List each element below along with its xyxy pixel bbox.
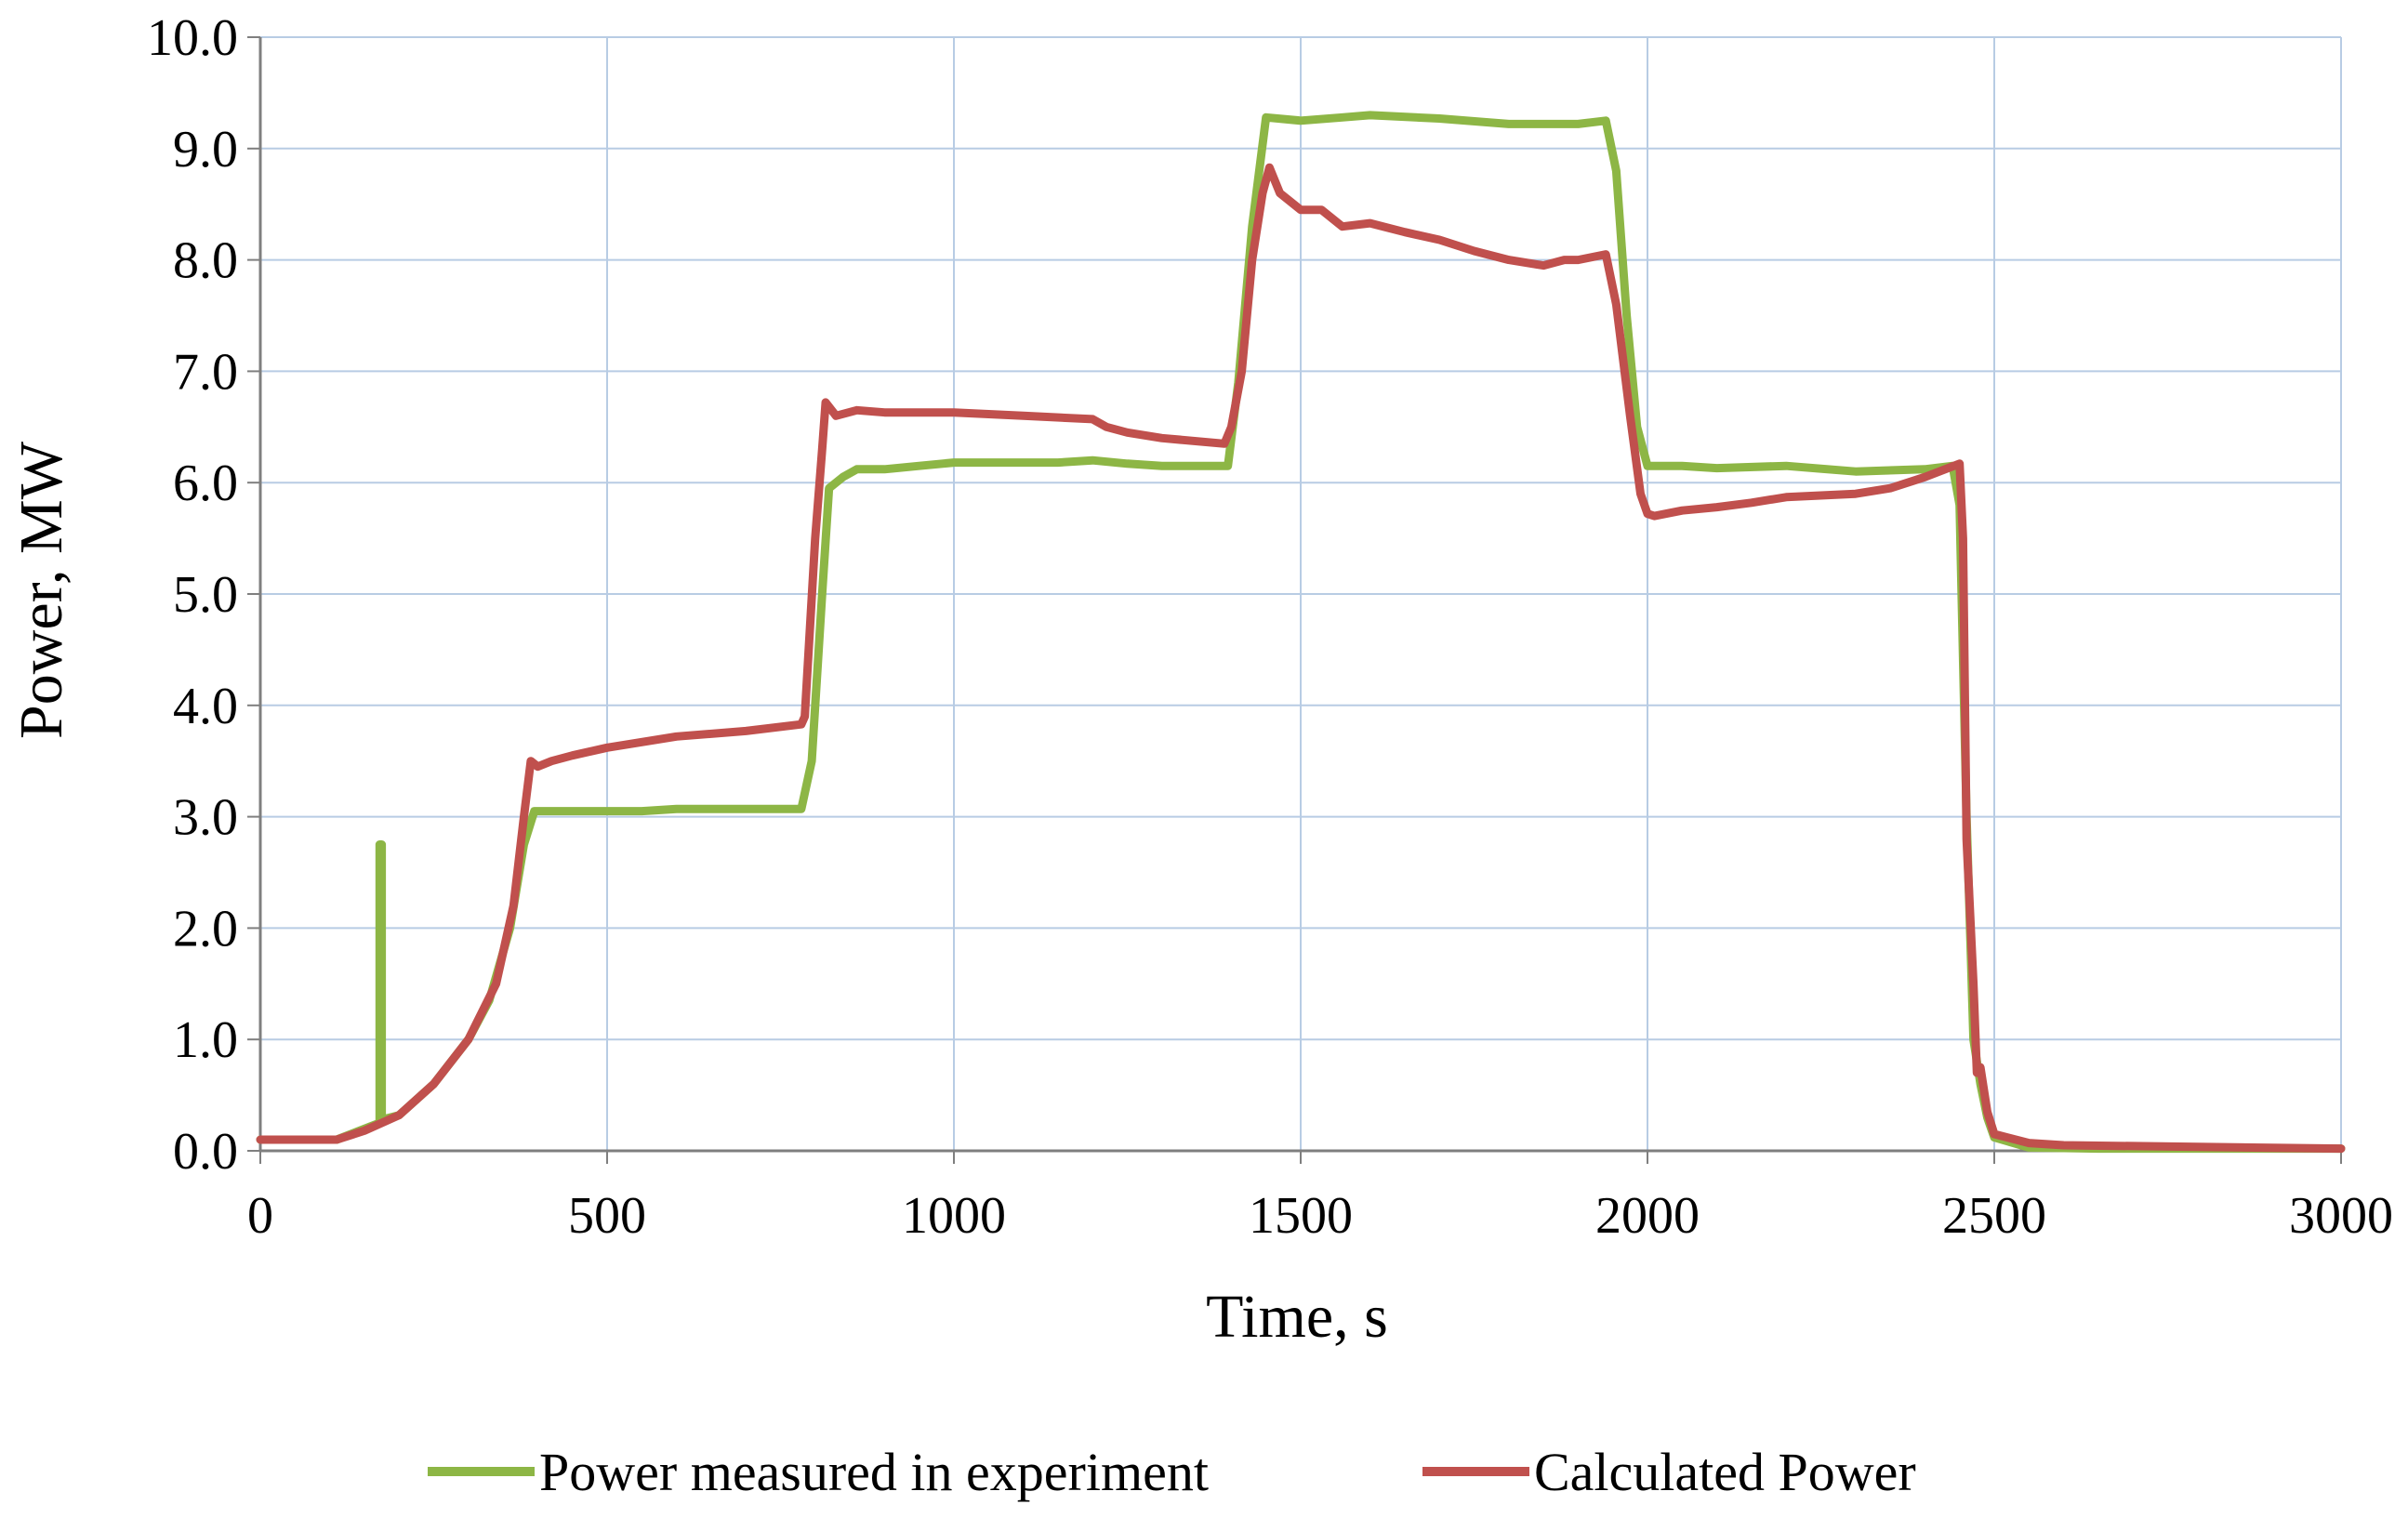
y-tick-label: 2.0 xyxy=(173,900,238,957)
x-tick-label: 500 xyxy=(568,1187,646,1245)
y-tick-label: 0.0 xyxy=(173,1123,238,1181)
y-axis-title: Power, MW xyxy=(7,441,75,739)
series-layer xyxy=(256,111,2346,1154)
y-tick-label: 4.0 xyxy=(173,678,238,735)
x-axis-title: Time, s xyxy=(1206,1283,1388,1351)
horizontal-gridlines xyxy=(260,36,2341,1041)
legend-label-calculated: Calculated Power xyxy=(1534,1442,1916,1502)
x-tick-label: 2000 xyxy=(1595,1187,1700,1245)
x-tick-label: 1000 xyxy=(902,1187,1006,1245)
x-tick-label: 1500 xyxy=(1249,1187,1353,1245)
y-tick-labels: 0.0 1.0 2.0 3.0 4.0 5.0 6.0 7.0 8.0 9.0 10.0 xyxy=(147,9,238,1181)
y-tick-label: 1.0 xyxy=(173,1011,238,1069)
axes xyxy=(247,36,2342,1164)
x-tick-label: 0 xyxy=(247,1187,273,1245)
y-tick-label: 3.0 xyxy=(173,789,238,847)
y-tick-label: 10.0 xyxy=(147,9,238,67)
y-tick-label: 7.0 xyxy=(173,343,238,401)
y-tick-label: 5.0 xyxy=(173,566,238,624)
series-line-calculated xyxy=(256,163,2346,1154)
legend-label-measured: Power measured in experiment xyxy=(539,1442,1209,1502)
x-tick-labels: 0 500 1000 1500 2000 2500 3000 xyxy=(247,1187,2393,1245)
x-tick-label: 3000 xyxy=(2289,1187,2393,1245)
y-tick-label: 8.0 xyxy=(173,232,238,290)
y-tick-label: 9.0 xyxy=(173,121,238,178)
x-tick-label: 2500 xyxy=(1942,1187,2046,1245)
legend: Power measured in experiment Calculated … xyxy=(428,1442,1916,1502)
y-tick-label: 6.0 xyxy=(173,455,238,512)
